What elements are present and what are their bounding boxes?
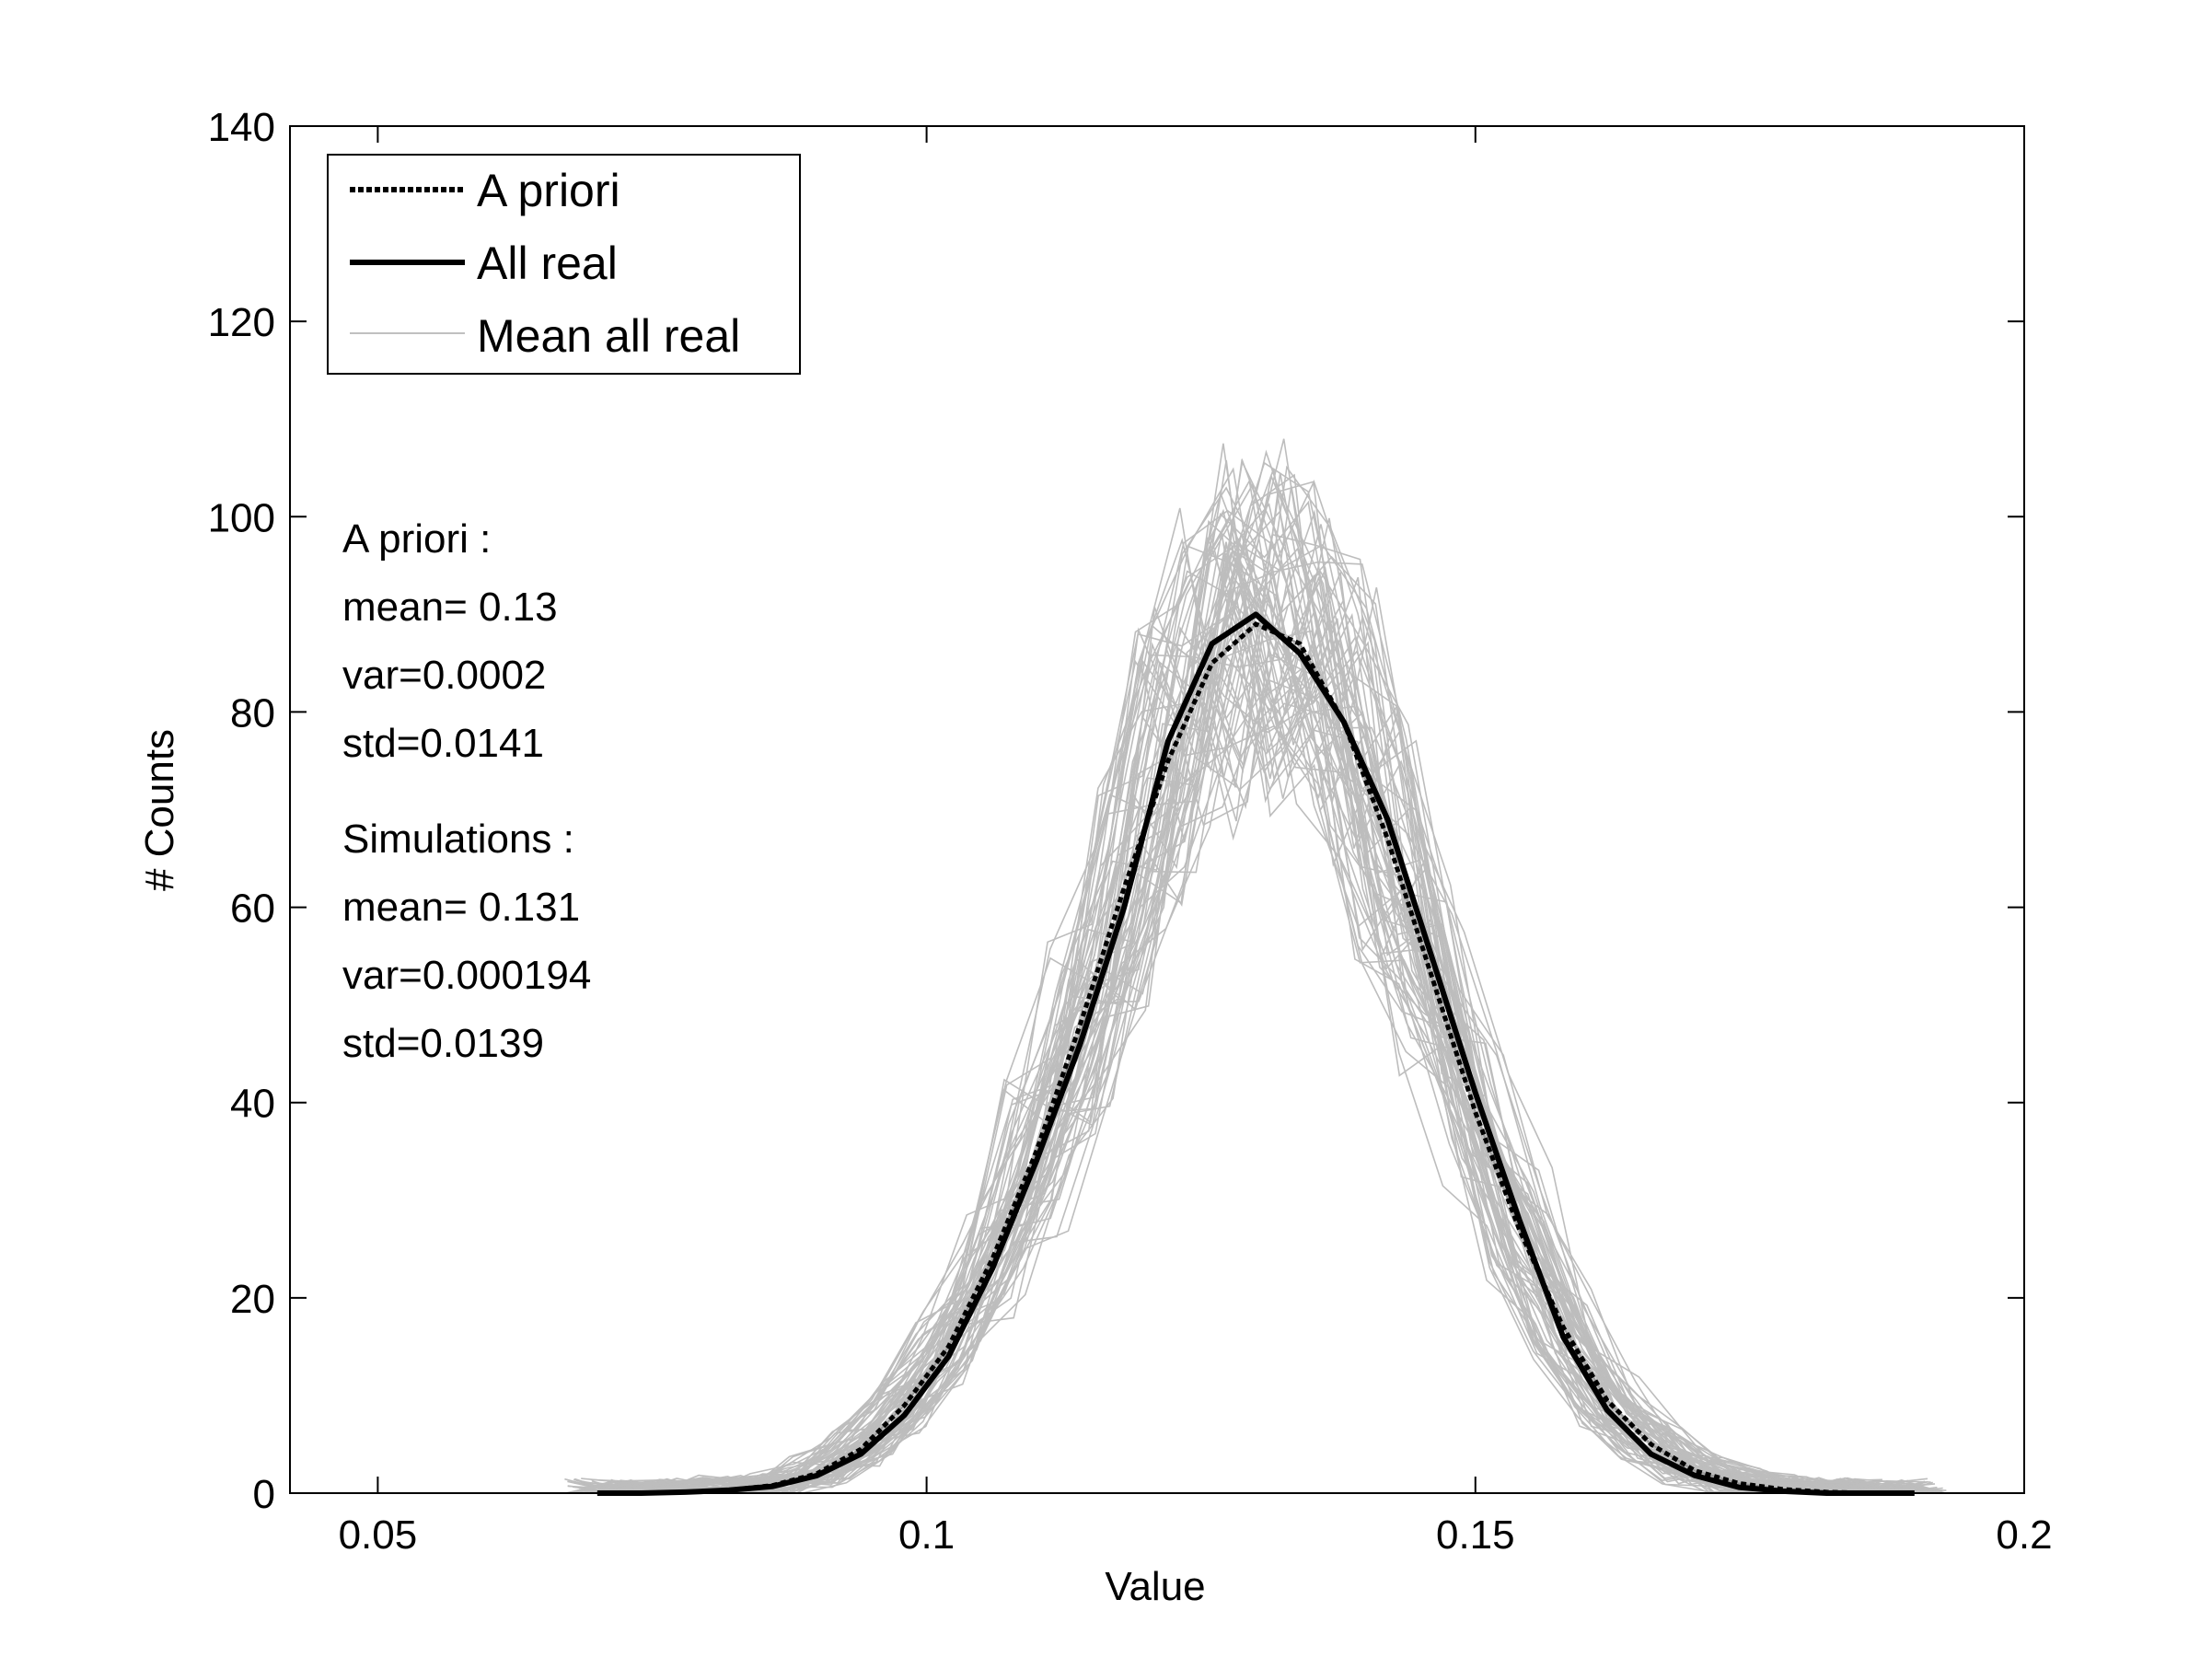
y-tick-label: 100 — [208, 495, 275, 540]
legend: A priori All real Mean all real — [327, 154, 801, 375]
x-tick-label: 0.05 — [339, 1512, 418, 1558]
legend-label-all-real: All real — [477, 238, 618, 289]
series-line-all-real — [596, 611, 1915, 1496]
annotation-line: var=0.0002 — [342, 653, 546, 698]
stats-annotation: A priori : mean= 0.13 var=0.0002 std=0.0… — [342, 516, 591, 1066]
legend-label-mean-all-real: Mean all real — [477, 310, 740, 362]
y-tick-label: 120 — [208, 300, 275, 345]
annotation-line: var=0.000194 — [342, 953, 591, 998]
axes-frame — [289, 125, 2025, 1494]
annotation-line: mean= 0.131 — [342, 885, 580, 930]
x-tick-label: 0.15 — [1436, 1512, 1515, 1558]
realization-line — [591, 473, 1909, 1494]
realization-line — [569, 564, 1888, 1494]
x-tick-label: 0.2 — [1996, 1512, 2052, 1558]
realization-line — [567, 486, 1885, 1494]
y-tick-label: 40 — [230, 1082, 275, 1127]
legend-label-a-priori: A priori — [477, 165, 620, 216]
plot-layer — [564, 438, 1948, 1496]
x-axis-label: Value — [1105, 1564, 1205, 1609]
annotation-line: std=0.0139 — [342, 1021, 544, 1066]
x-tick-label: 0.1 — [898, 1512, 955, 1558]
annotation-line: std=0.0141 — [342, 721, 544, 766]
y-tick-label: 0 — [253, 1472, 275, 1517]
realization-line — [581, 588, 1899, 1494]
realization-line — [620, 540, 1938, 1494]
y-tick-label: 20 — [230, 1277, 275, 1322]
annotation-line: Simulations : — [342, 817, 574, 862]
annotation-line: A priori : — [342, 516, 491, 562]
y-axis-label: # Counts — [137, 729, 182, 891]
y-tick-label: 60 — [230, 886, 275, 932]
y-tick-label: 80 — [230, 690, 275, 736]
annotation-line: mean= 0.13 — [342, 585, 558, 630]
tick-layer: 0.05 0.1 0.15 0.2 0 20 40 60 80 100 120 140 — [208, 105, 2053, 1558]
y-tick-label: 140 — [208, 105, 275, 150]
